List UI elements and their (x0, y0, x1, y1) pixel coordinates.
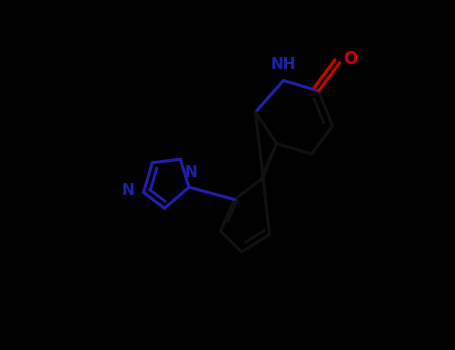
Text: N: N (121, 183, 134, 198)
Text: O: O (343, 50, 357, 69)
Text: NH: NH (271, 57, 296, 72)
Text: N: N (184, 165, 197, 180)
